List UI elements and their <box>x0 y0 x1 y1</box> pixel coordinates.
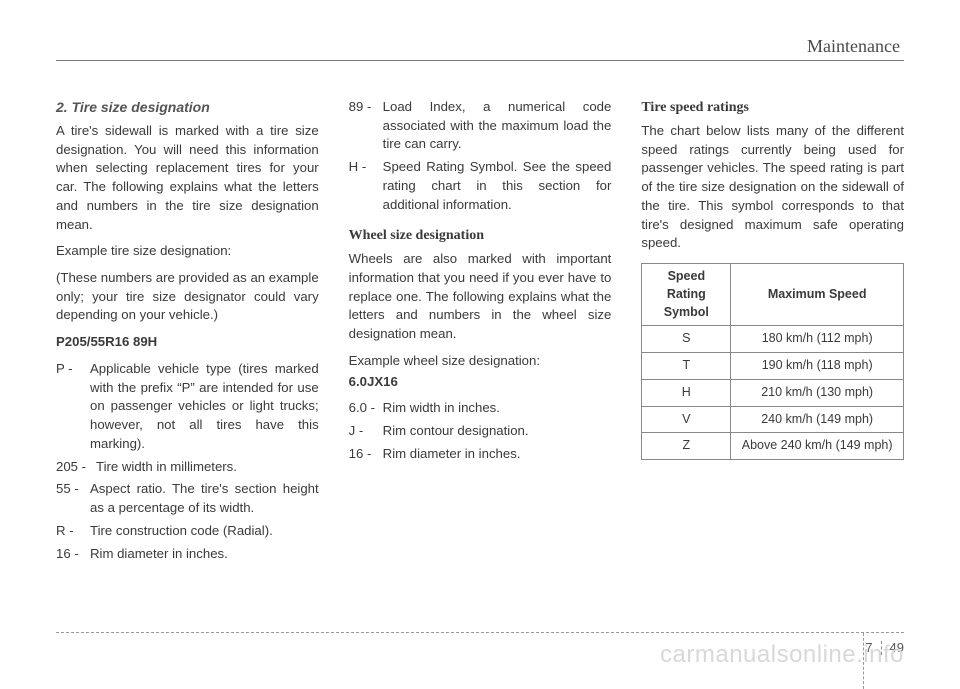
table-row: T190 km/h (118 mph) <box>642 353 904 380</box>
def-item: 16 -Rim diameter in inches. <box>56 545 319 564</box>
wheel-defs: 6.0 -Rim width in inches. J -Rim contour… <box>349 399 612 463</box>
def-item: H -Speed Rating Symbol. See the speed ra… <box>349 158 612 214</box>
header-rule <box>56 60 904 61</box>
para: Example tire size designation: <box>56 242 319 261</box>
def-item: R -Tire construction code (Radial). <box>56 522 319 541</box>
para: Wheels are also marked with important in… <box>349 250 612 344</box>
def-item: 16 -Rim diameter in inches. <box>349 445 612 464</box>
tire-size-heading: 2. Tire size designation <box>56 98 319 118</box>
para: (These numbers are provided as an exampl… <box>56 269 319 325</box>
speed-ratings-heading: Tire speed ratings <box>641 98 904 118</box>
para: A tire's sidewall is marked with a tire … <box>56 122 319 234</box>
tire-defs-cont: 89 -Load Index, a numerical code associa… <box>349 98 612 214</box>
def-item: J -Rim contour designation. <box>349 422 612 441</box>
watermark: carmanualsonline.info <box>660 641 904 669</box>
def-item: 205 -Tire width in millimeters. <box>56 458 319 477</box>
def-item: P -Applicable vehicle type (tires marked… <box>56 360 319 454</box>
tire-defs: P -Applicable vehicle type (tires marked… <box>56 360 319 563</box>
wheel-size-heading: Wheel size designation <box>349 226 612 246</box>
column-3: Tire speed ratings The chart below lists… <box>641 98 904 571</box>
table-header: Maximum Speed <box>731 264 904 326</box>
section-name: Maintenance <box>803 36 904 57</box>
def-item: 6.0 -Rim width in inches. <box>349 399 612 418</box>
footer-rule <box>56 632 904 633</box>
table-header: Speed Rating Symbol <box>642 264 731 326</box>
para: Example wheel size designation: <box>349 352 612 371</box>
tire-example: P205/55R16 89H <box>56 333 319 352</box>
table-row: H210 km/h (130 mph) <box>642 379 904 406</box>
def-item: 55 -Aspect ratio. The tire's section hei… <box>56 480 319 517</box>
page: Maintenance 2. Tire size designation A t… <box>0 0 960 689</box>
content-columns: 2. Tire size designation A tire's sidewa… <box>56 98 904 571</box>
wheel-example: 6.0JX16 <box>349 373 612 392</box>
speed-rating-table: Speed Rating Symbol Maximum Speed S180 k… <box>641 263 904 460</box>
def-item: 89 -Load Index, a numerical code associa… <box>349 98 612 154</box>
table-row: V240 km/h (149 mph) <box>642 406 904 433</box>
para: The chart below lists many of the differ… <box>641 122 904 253</box>
column-1: 2. Tire size designation A tire's sidewa… <box>56 98 319 571</box>
column-2: 89 -Load Index, a numerical code associa… <box>349 98 612 571</box>
table-row: S180 km/h (112 mph) <box>642 326 904 353</box>
table-row: ZAbove 240 km/h (149 mph) <box>642 433 904 460</box>
